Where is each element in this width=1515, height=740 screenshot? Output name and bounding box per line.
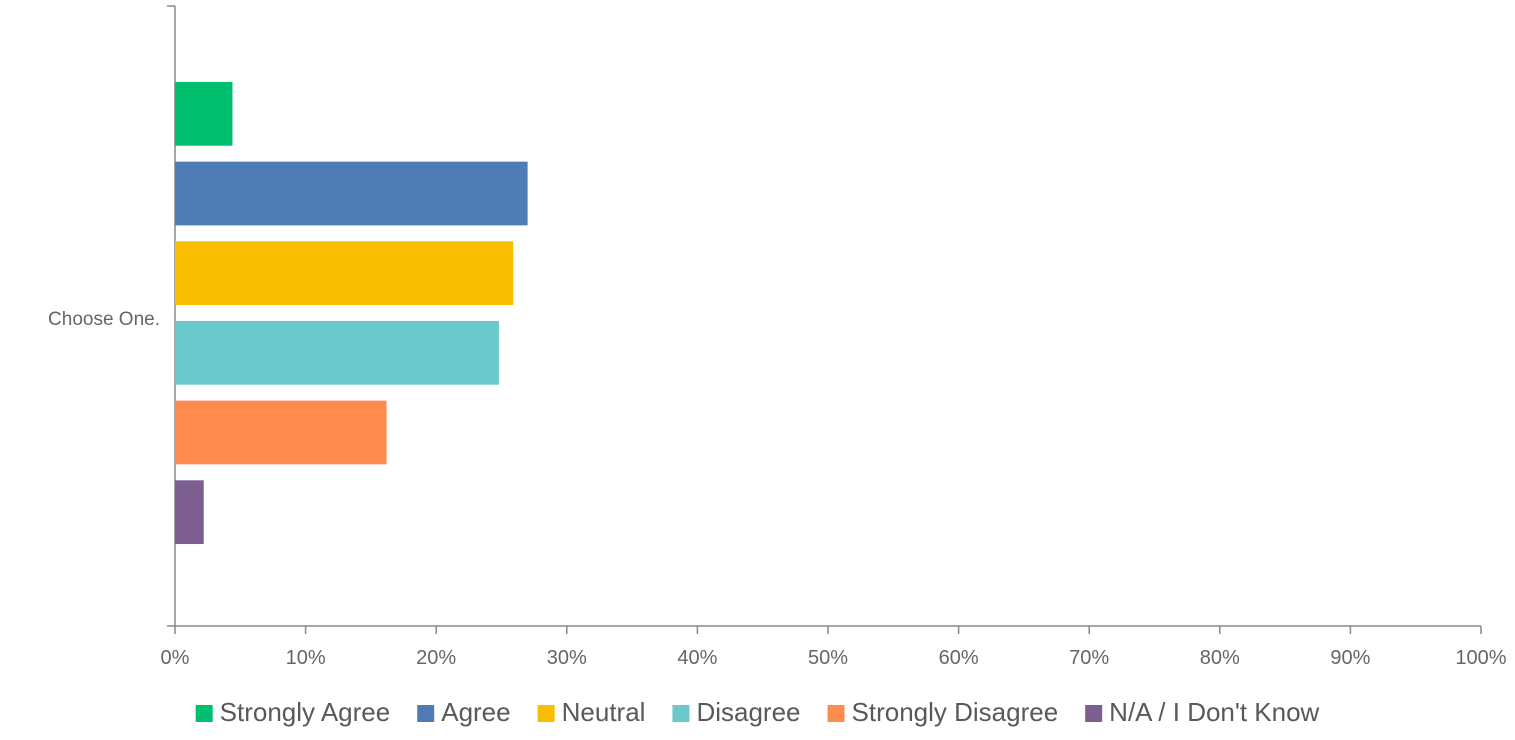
x-tick-label: 10%	[286, 647, 326, 669]
legend-label: Disagree	[696, 697, 800, 727]
bar-strongly-agree	[175, 81, 233, 146]
bar-agree	[175, 161, 528, 226]
x-tick-label: 90%	[1330, 647, 1370, 669]
legend-swatch	[827, 705, 845, 722]
x-tick-label: 20%	[416, 647, 456, 669]
x-tick-label: 80%	[1200, 647, 1240, 669]
legend-label: Neutral	[562, 697, 646, 727]
legend-swatch	[672, 705, 690, 722]
bar-n-a-i-don-t-know	[175, 480, 204, 545]
x-tick-label: 0%	[161, 647, 190, 669]
legend-swatch	[417, 705, 435, 722]
legend-item: Agree	[417, 697, 511, 727]
legend-swatch	[1085, 705, 1103, 722]
x-tick-label: 50%	[808, 647, 848, 669]
category-label: Choose One.	[48, 309, 160, 330]
bar-strongly-disagree	[175, 400, 387, 465]
x-tick-label: 70%	[1069, 647, 1109, 669]
x-tick-label: 60%	[939, 647, 979, 669]
bar-neutral	[175, 241, 514, 306]
x-tick-label: 100%	[1455, 647, 1506, 669]
legend-label: N/A / I Don't Know	[1109, 697, 1319, 727]
legend-item: N/A / I Don't Know	[1085, 697, 1320, 727]
bar-disagree	[175, 320, 499, 385]
plot-area: Choose One.	[48, 5, 1481, 627]
bars	[175, 81, 528, 545]
legend-item: Disagree	[672, 697, 801, 727]
legend-item: Strongly Agree	[195, 697, 391, 727]
legend-item: Strongly Disagree	[827, 697, 1059, 727]
x-ticks: 0% 10% 20% 30% 40% 50% 60% 70% 80% 90% 100%	[161, 626, 1507, 669]
legend-label: Strongly Disagree	[852, 697, 1059, 727]
x-tick-label: 30%	[547, 647, 587, 669]
legend-swatch	[537, 705, 555, 722]
legend-label: Strongly Agree	[220, 697, 391, 727]
legend-label: Agree	[441, 697, 510, 727]
legend: Strongly Agree Agree Neutral Disagree Strong…	[195, 697, 1320, 727]
legend-swatch	[195, 705, 213, 722]
legend-item: Neutral	[537, 697, 646, 727]
x-tick-label: 40%	[677, 647, 717, 669]
